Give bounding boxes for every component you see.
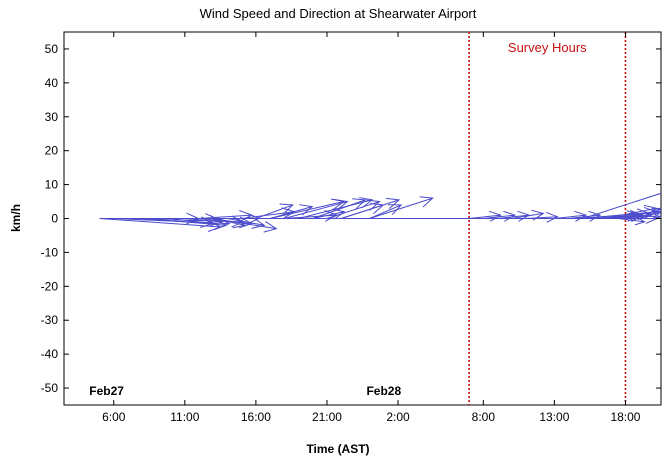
wind-arrow-path [469,210,502,222]
wind-arrow-path [554,210,588,222]
y-tick-label: 50 [45,42,59,56]
chart-title: Wind Speed and Direction at Shearwater A… [200,6,477,21]
wind-arrow-path [582,192,661,219]
wind-arrow-path [369,196,434,219]
wind-arrow-path [255,203,294,219]
wind-arrow-21 [312,198,367,219]
wind-arrow-path [312,208,346,220]
wind-arrow-path [312,198,367,219]
wind-arrow-10 [213,218,278,233]
wind-arrow-33 [554,210,588,222]
date-label: Feb27 [89,384,124,398]
wind-arrow-path [227,217,266,229]
wind-arrow-path [568,210,602,222]
wind-arrow-path [589,215,661,219]
x-tick-label: 8:00 [472,410,496,424]
date-label: Feb28 [366,384,401,398]
x-tick-label: 18:00 [610,410,640,424]
wind-arrow-path [213,218,278,233]
wind-arrow-47 [582,192,661,219]
y-axis-label: km/h [9,204,23,232]
wind-arrow-path [298,197,374,219]
wind-arrow-29 [483,210,517,222]
wind-arrow-34 [568,210,602,222]
y-tick-label: -50 [41,381,59,395]
wind-arrow-25 [341,197,401,219]
wind-arrow-46 [653,214,661,219]
x-tick-label: 11:00 [170,410,199,424]
x-tick-label: 6:00 [102,410,126,424]
wind-arrow-26 [369,204,403,219]
wind-arrow-28 [469,210,502,222]
wind-arrow-path [525,211,559,223]
x-tick-label: 16:00 [241,410,271,424]
date-labels: Feb27 Feb28 [89,384,401,398]
wind-arrow-12 [227,217,266,229]
wind-arrow-path [341,197,401,219]
axes: -50 -40 -30 -20 -10 0 10 20 30 40 50 6:00 11:00 16:00… [41,32,661,424]
y-tick-label: -20 [41,279,59,293]
wind-arrow-30 [497,210,531,222]
wind-arrow-22 [312,208,346,220]
survey-hours-label: Survey Hours [508,40,587,55]
wind-arrow-23 [326,199,381,219]
wind-arrow-27 [369,196,434,219]
y-tick-label: 10 [45,178,59,192]
x-tick-label: 2:00 [386,410,410,424]
y-tick-label: 40 [45,76,59,90]
wind-arrow-32 [525,211,559,223]
y-tick-label: 0 [51,212,58,226]
x-tick-label: 21:00 [312,410,342,424]
y-tick-label: 20 [45,144,59,158]
wind-arrow-path [369,204,403,219]
x-tick-label: 13:00 [539,410,569,424]
y-tick-label: -40 [41,347,59,361]
y-tick-label: -30 [41,313,59,327]
wind-arrow-path [326,199,381,219]
wind-arrow-17 [269,204,314,219]
wind-arrow-path [483,210,517,222]
x-axis-label: Time (AST) [306,442,369,456]
wind-arrow-path [653,214,661,219]
wind-arrows [99,192,661,233]
wind-arrow-path [284,198,349,219]
wind-arrow-15 [255,203,294,219]
wind-arrow-path [497,210,531,222]
wind-arrow-18 [284,198,349,219]
y-tick-label: 30 [45,110,59,124]
wind-arrow-48 [589,215,661,219]
y-tick-label: -10 [41,245,59,259]
wind-arrow-20 [298,197,374,219]
wind-arrow-path [269,204,314,219]
